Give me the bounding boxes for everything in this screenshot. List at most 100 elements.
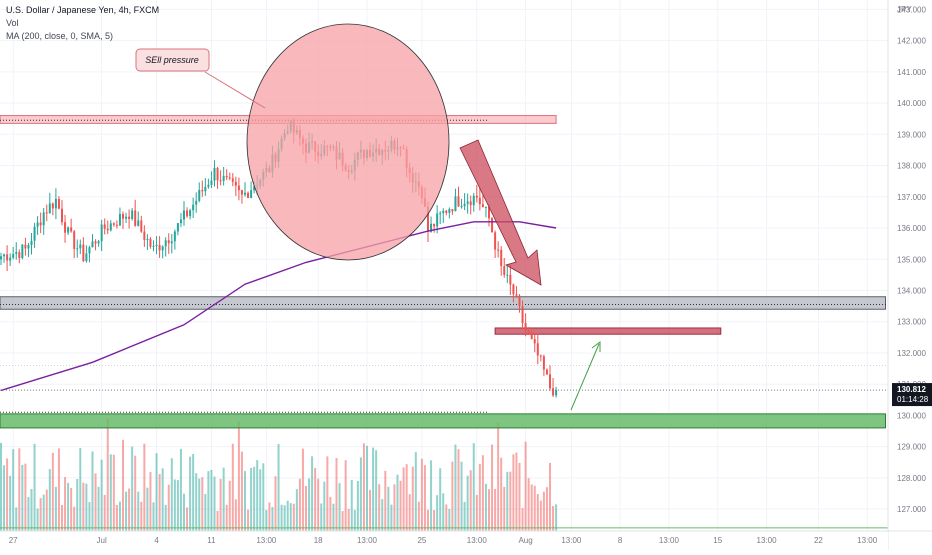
candle-body [155, 244, 158, 246]
volume-bar [542, 491, 545, 531]
y-tick-label: 143.000 [897, 5, 926, 14]
candle-body [183, 210, 185, 220]
candle-body [506, 274, 509, 276]
volume-bar [82, 482, 85, 531]
y-tick-label: 134.000 [897, 286, 926, 295]
volume-bar [536, 494, 539, 531]
volume-bar [445, 504, 448, 531]
volume-bar [271, 507, 274, 531]
x-tick-label: 13:00 [256, 536, 277, 545]
x-tick-label: 11 [207, 536, 216, 545]
volume-bar [170, 458, 173, 531]
volume-bar [488, 489, 490, 531]
volume-bar [460, 461, 463, 531]
volume-bar [341, 510, 344, 531]
candle-body [201, 189, 204, 192]
volume-bar [509, 471, 512, 531]
countdown-label: 01:14:28 [897, 395, 929, 404]
volume-bar [484, 483, 487, 531]
volume-bar [268, 502, 271, 531]
candle-body [79, 244, 82, 249]
last-price-badge [892, 383, 932, 407]
candle-body [472, 195, 475, 206]
candle-body [503, 266, 506, 275]
volume-bar [210, 469, 213, 531]
volume-bar [292, 503, 295, 531]
sell-pressure-circle [246, 23, 450, 261]
candle-body [210, 180, 213, 185]
y-tick-label: 128.000 [897, 474, 926, 483]
candle-body [207, 184, 210, 187]
currency-label: JPY [897, 5, 912, 14]
volume-bar [378, 484, 381, 531]
volume-bar [122, 439, 124, 531]
candle-body [51, 203, 54, 209]
volume-bar [207, 471, 210, 531]
candle-body [240, 190, 243, 195]
volume-bar [320, 503, 323, 531]
candle-body [158, 244, 161, 251]
volume-bar [70, 487, 73, 531]
volume-bar [393, 484, 396, 531]
candle-body [97, 241, 100, 244]
volume-bar [176, 480, 179, 531]
volume-bar [67, 482, 70, 531]
volume-bar [192, 453, 195, 531]
volume-bar [79, 447, 82, 531]
candle-body [216, 167, 219, 181]
y-tick-label: 141.000 [897, 68, 926, 77]
volume-bar [6, 458, 9, 531]
candle-body [6, 254, 9, 261]
candle-body [128, 216, 131, 219]
callout-text: SEll pressure [145, 55, 199, 65]
volume-bar [247, 509, 250, 531]
candle-body [439, 213, 442, 215]
volume-bar [463, 501, 466, 531]
candle-body [204, 186, 207, 192]
volume-bar [524, 441, 527, 531]
candle-body [521, 306, 524, 324]
candle-body [481, 204, 484, 208]
candle-body [33, 226, 36, 241]
candle-body [509, 274, 512, 285]
y-tick-label: 137.000 [897, 193, 926, 202]
volume-bar [195, 473, 198, 531]
volume-bar [372, 447, 375, 531]
volume-bar [94, 473, 97, 531]
candle-body [195, 200, 198, 205]
volume-bar [18, 448, 21, 531]
candle-body [445, 210, 448, 213]
volume-bar [146, 487, 149, 531]
volume-bar [15, 507, 18, 531]
volume-bar [390, 504, 393, 531]
candle-body [143, 231, 146, 240]
candle-body [94, 241, 97, 244]
volume-bar [222, 467, 225, 531]
volume-bar [533, 485, 536, 531]
volume-bar [231, 443, 234, 531]
candle-body [64, 222, 67, 233]
volume-bar [91, 451, 94, 531]
volume-bar [179, 448, 182, 531]
volume-bar [262, 463, 265, 531]
candle-body [146, 238, 149, 240]
candle-body [451, 209, 454, 212]
candle-body [61, 208, 63, 223]
volume-bar [356, 480, 359, 531]
volume-bar [106, 418, 109, 531]
volume-bar [48, 469, 51, 531]
volume-bar [301, 448, 304, 531]
candle-body [225, 175, 228, 178]
volume-bar [112, 454, 115, 531]
volume-bar [85, 483, 88, 531]
volume-bar [33, 443, 36, 531]
candle-body [448, 209, 451, 213]
volume-bar [164, 504, 167, 531]
volume-bar [12, 449, 15, 531]
candle-body [494, 232, 497, 250]
volume-bar [527, 478, 530, 531]
candle-body [57, 198, 60, 209]
